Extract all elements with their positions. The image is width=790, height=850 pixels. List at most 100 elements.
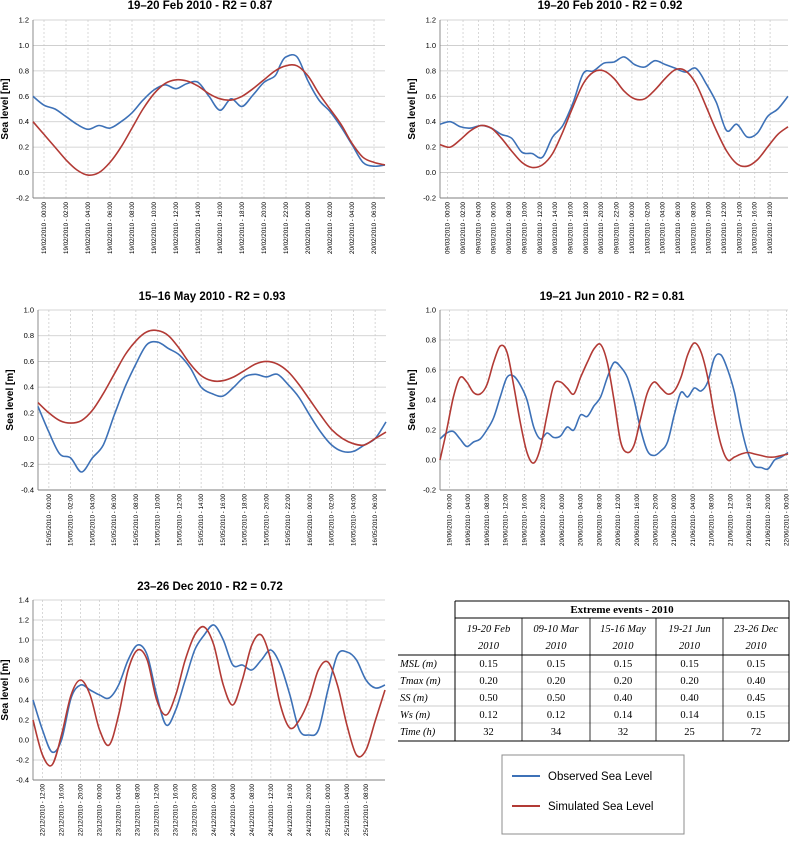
x-tick-label: 25/12/2010 - 08:00	[363, 783, 370, 836]
table-cell: 0.50	[479, 693, 497, 704]
x-tick-label: 09/03/2010 - 22:00	[614, 201, 621, 254]
x-tick-label: 15/05/2010 - 12:00	[176, 493, 183, 546]
x-tick-label: 19/02/2010 - 22:00	[283, 201, 290, 254]
x-tick-label: 10/03/2010 - 12:00	[721, 201, 728, 254]
x-tick-label: 16/05/2010 - 00:00	[307, 493, 314, 546]
x-tick-label: 15/05/2010 - 22:00	[285, 493, 292, 546]
chart-title: 19–20 Feb 2010 - R2 = 0.87	[128, 0, 273, 12]
chart-title: 23–26 Dec 2010 - R2 = 0.72	[137, 581, 282, 593]
x-tick-label: 22/12/2010 - 16:00	[59, 783, 66, 836]
x-tick-label: 19/02/2010 - 02:00	[63, 201, 70, 254]
table-row-label: Tmax (m)	[400, 676, 441, 687]
x-tick-label: 10/03/2010 - 14:00	[736, 201, 743, 254]
y-tick-label: 0.2	[426, 426, 436, 435]
observed-series-line	[37, 340, 387, 473]
table-col-header: 15-16 May	[600, 624, 646, 635]
x-tick-label: 09/03/2010 - 20:00	[598, 201, 605, 254]
x-tick-label: 19/02/2010 - 14:00	[195, 201, 202, 254]
x-tick-label: 15/05/2010 - 08:00	[133, 493, 140, 546]
table-row-label: Ws (m)	[400, 710, 431, 721]
y-tick-label: 0.4	[19, 696, 29, 705]
table-cell: 0.12	[479, 710, 497, 721]
table-cell: 0.20	[547, 676, 565, 687]
legend-label-observed: Observed Sea Level	[548, 771, 652, 783]
y-tick-label: 0.0	[19, 736, 29, 745]
table-cell: 0.40	[680, 693, 698, 704]
chart-jun: 19–21 Jun 2010 - R2 = 0.81 Sea level [m] -…	[407, 291, 790, 546]
x-tick-label: 19/02/2010 - 04:00	[85, 201, 92, 254]
x-tick-label: 20/06/2010 - 20:00	[652, 493, 659, 546]
x-tick-label: 23/12/2010 - 20:00	[192, 783, 199, 836]
x-tick-label: 23/12/2010 - 00:00	[97, 783, 104, 836]
y-tick-label: 0.8	[19, 66, 29, 75]
x-tick-label: 15/05/2010 - 02:00	[68, 493, 75, 546]
y-tick-label: 0.2	[19, 143, 29, 152]
x-tick-label: 20/06/2010 - 04:00	[578, 493, 585, 546]
x-tick-label: 19/06/2010 - 08:00	[484, 493, 491, 546]
chart-title: 19–21 Jun 2010 - R2 = 0.81	[540, 291, 685, 303]
table-col-header: 19-21 Jun	[668, 624, 710, 635]
x-tick-label: 09/03/2010 - 18:00	[583, 201, 590, 254]
table-row-label: SS (m)	[400, 693, 428, 704]
table-cell: 0.14	[680, 710, 699, 721]
y-tick-label: -0.2	[16, 194, 29, 203]
x-tick-label: 10/03/2010 - 06:00	[675, 201, 682, 254]
legend: Observed Sea Level Simulated Sea Level	[501, 754, 685, 835]
x-tick-label: 19/06/2010 - 16:00	[521, 493, 528, 546]
table-cell: 72	[751, 727, 762, 738]
x-tick-label: 15/05/2010 - 06:00	[111, 493, 118, 546]
y-tick-label: 0.0	[426, 168, 436, 177]
x-tick-label: 20/02/2010 - 06:00	[371, 201, 378, 254]
extreme-events-table: Extreme events - 2010 19-20 Feb 2010 09-10 …	[398, 600, 790, 742]
x-tick-label: 19/02/2010 - 08:00	[129, 201, 136, 254]
x-tick-label: 09/03/2010 - 00:00	[445, 201, 452, 254]
x-tick-label: 09/03/2010 - 06:00	[491, 201, 498, 254]
y-axis-label: Sea level [m]	[0, 78, 11, 139]
simulated-series-line	[37, 329, 387, 447]
table-col-header-year: 2010	[746, 641, 768, 652]
table-cell: 0.40	[614, 693, 632, 704]
y-tick-label: -0.2	[21, 460, 34, 469]
table-col-header-year: 2010	[679, 641, 701, 652]
y-tick-label: 0.0	[19, 168, 29, 177]
table-row-label: MSL (m)	[399, 659, 437, 670]
chart-title: 15–16 May 2010 - R2 = 0.93	[139, 291, 286, 303]
x-tick-label: 22/12/2010 - 20:00	[78, 783, 85, 836]
y-tick-label: -0.2	[16, 756, 29, 765]
y-tick-label: 1.0	[19, 41, 29, 50]
legend-label-simulated: Simulated Sea Level	[548, 801, 653, 813]
x-tick-label: 15/05/2010 - 16:00	[220, 493, 227, 546]
observed-series-line	[439, 353, 789, 471]
x-tick-label: 15/05/2010 - 18:00	[242, 493, 249, 546]
x-tick-label: 25/12/2010 - 04:00	[344, 783, 351, 836]
table-title: Extreme events - 2010	[570, 604, 674, 616]
x-tick-label: 20/02/2010 - 00:00	[305, 201, 312, 254]
x-tick-label: 15/05/2010 - 00:00	[46, 493, 53, 546]
x-tick-label: 09/03/2010 - 14:00	[552, 201, 559, 254]
simulated-series-line	[32, 64, 386, 176]
table-cell: 0.15	[547, 659, 565, 670]
x-tick-label: 21/06/2010 - 12:00	[727, 493, 734, 546]
y-tick-label: 0.4	[426, 117, 436, 126]
table-cell: 0.20	[614, 676, 632, 687]
y-tick-label: 1.0	[24, 306, 34, 315]
table-cell: 25	[684, 727, 695, 738]
simulated-series-line	[439, 342, 789, 464]
x-tick-label: 19/02/2010 - 06:00	[107, 201, 114, 254]
table-cell: 0.15	[680, 659, 698, 670]
x-tick-label: 23/12/2010 - 12:00	[154, 783, 161, 836]
table-cell: 0.15	[479, 659, 497, 670]
table-col-header-year: 2010	[613, 641, 635, 652]
x-tick-label: 16/05/2010 - 02:00	[329, 493, 336, 546]
y-tick-label: 0.2	[24, 408, 34, 417]
y-tick-label: 0.2	[19, 716, 29, 725]
x-tick-label: 10/03/2010 - 16:00	[752, 201, 759, 254]
x-tick-label: 15/05/2010 - 10:00	[155, 493, 162, 546]
y-tick-label: 0.6	[426, 92, 436, 101]
table-cell: 0.50	[547, 693, 565, 704]
x-tick-label: 19/02/2010 - 16:00	[217, 201, 224, 254]
x-tick-label: 21/06/2010 - 16:00	[746, 493, 753, 546]
chart-dec: 23–26 Dec 2010 - R2 = 0.72 Sea level [m] -…	[0, 581, 386, 836]
table-cell: 0.20	[479, 676, 497, 687]
y-tick-label: -0.4	[16, 776, 29, 785]
